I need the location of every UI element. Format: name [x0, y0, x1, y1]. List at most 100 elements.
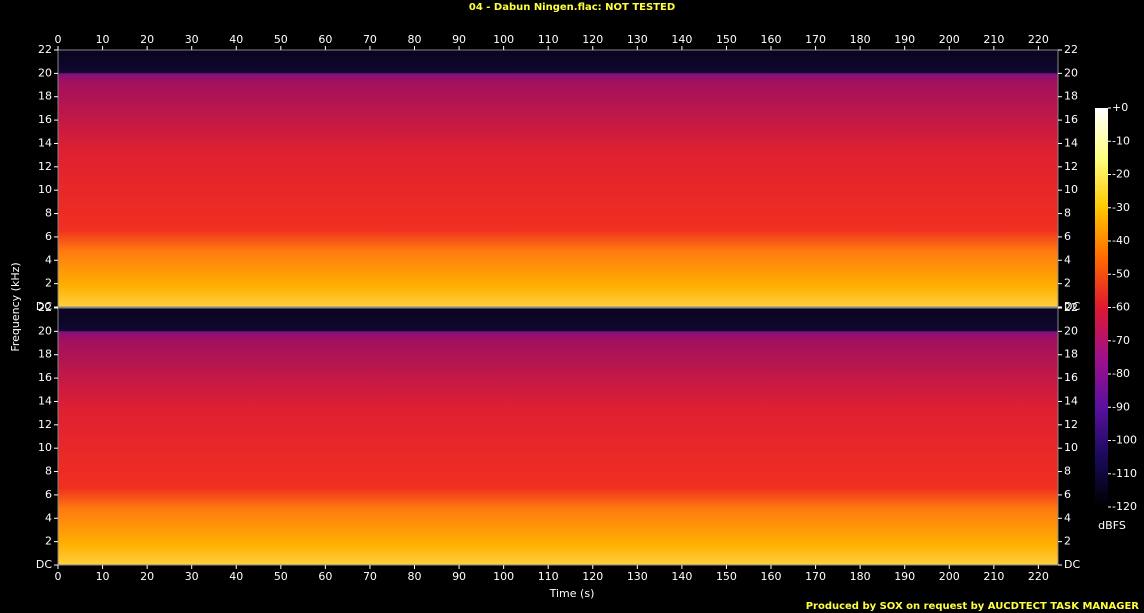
x-tick-label: 170 [805, 33, 826, 46]
colorbar [1095, 108, 1108, 507]
y-tick-label: 2 [45, 277, 52, 290]
chart-title: 04 - Dabun Ningen.flac: NOT TESTED [469, 2, 675, 13]
y-tick-label: 16 [38, 113, 52, 126]
x-tick-label: 100 [493, 570, 514, 583]
x-tick-label: 20 [140, 33, 154, 46]
y-tick-label: 12 [1064, 418, 1078, 431]
x-tick-label: 130 [627, 570, 648, 583]
y-axis-label: Frequency (kHz) [9, 262, 22, 351]
y-tick-label: 10 [1064, 441, 1078, 454]
y-tick-label: 4 [45, 511, 52, 524]
x-tick-label: 170 [805, 570, 826, 583]
y-tick-label: 20 [38, 324, 52, 337]
x-tick-label: 130 [627, 33, 648, 46]
y-tick-label: 6 [1064, 230, 1071, 243]
x-tick-label: 160 [761, 33, 782, 46]
x-tick-label: 140 [671, 570, 692, 583]
x-tick-label: 80 [408, 570, 422, 583]
y-tick-label: 14 [1064, 394, 1078, 407]
x-tick-label: 210 [983, 33, 1004, 46]
y-tick-label: 20 [1064, 324, 1078, 337]
x-tick-label: 0 [55, 570, 62, 583]
y-tick-label: 14 [1064, 136, 1078, 149]
y-tick-label: 10 [1064, 183, 1078, 196]
y-tick-label: DC [1064, 300, 1080, 313]
y-tick-label: 12 [38, 160, 52, 173]
y-tick-label: 6 [45, 488, 52, 501]
x-tick-label: 90 [452, 33, 466, 46]
x-tick-label: 50 [274, 33, 288, 46]
x-tick-label: 200 [939, 33, 960, 46]
y-tick-label: 6 [1064, 488, 1071, 501]
y-tick-label: 22 [1064, 43, 1078, 56]
y-tick-label: 6 [45, 230, 52, 243]
colorbar-tick-label: +0 [1112, 101, 1128, 114]
x-tick-label: 190 [894, 33, 915, 46]
y-tick-label: 4 [1064, 253, 1071, 266]
x-tick-label: 20 [140, 570, 154, 583]
y-tick-label: 2 [45, 535, 52, 548]
y-tick-label: 8 [45, 465, 52, 478]
y-tick-label: 18 [1064, 90, 1078, 103]
y-tick-label: DC [36, 300, 52, 313]
x-axis-label: Time (s) [549, 587, 595, 600]
x-tick-label: 10 [96, 570, 110, 583]
x-tick-label: 120 [582, 33, 603, 46]
y-tick-label: 16 [1064, 371, 1078, 384]
colorbar-tick-label: -80 [1112, 367, 1130, 380]
x-tick-label: 180 [850, 570, 871, 583]
y-tick-label: 10 [38, 441, 52, 454]
x-tick-label: 30 [185, 33, 199, 46]
x-tick-label: 150 [716, 33, 737, 46]
y-tick-label: 22 [1064, 301, 1078, 314]
x-tick-label: 0 [55, 33, 62, 46]
x-tick-label: 10 [96, 33, 110, 46]
x-tick-label: 70 [363, 33, 377, 46]
y-tick-label: 10 [38, 183, 52, 196]
x-tick-label: 40 [229, 33, 243, 46]
x-tick-label: 60 [318, 33, 332, 46]
y-tick-label: 20 [38, 66, 52, 79]
x-tick-label: 40 [229, 570, 243, 583]
y-tick-label: 16 [1064, 113, 1078, 126]
y-tick-label: 4 [1064, 511, 1071, 524]
colorbar-tick-label: -90 [1112, 400, 1130, 413]
y-tick-label: 8 [1064, 465, 1071, 478]
x-tick-label: 140 [671, 33, 692, 46]
frame [57, 49, 1059, 308]
x-tick-label: 180 [850, 33, 871, 46]
x-tick-label: 220 [1028, 570, 1049, 583]
y-tick-label: 8 [1064, 207, 1071, 220]
x-tick-label: 120 [582, 570, 603, 583]
y-tick-label: 8 [45, 207, 52, 220]
y-tick-label: 18 [38, 90, 52, 103]
colorbar-tick-label: -100 [1112, 434, 1137, 447]
spectrogram-panel [58, 308, 1058, 565]
x-tick-label: 100 [493, 33, 514, 46]
y-tick-label: DC [36, 558, 52, 571]
y-tick-label: 2 [1064, 535, 1071, 548]
y-tick-label: 20 [1064, 66, 1078, 79]
y-tick-label: 12 [1064, 160, 1078, 173]
y-tick-label: 4 [45, 253, 52, 266]
x-tick-label: 110 [538, 33, 559, 46]
colorbar-tick-label: -10 [1112, 134, 1130, 147]
x-tick-label: 210 [983, 570, 1004, 583]
frame [57, 307, 1059, 566]
colorbar-label: dBFS [1098, 519, 1126, 532]
colorbar-tick-label: -50 [1112, 267, 1130, 280]
colorbar-tick-label: -70 [1112, 334, 1130, 347]
colorbar-tick-label: -30 [1112, 201, 1130, 214]
colorbar-tick-label: -110 [1112, 467, 1137, 480]
x-tick-label: 150 [716, 570, 737, 583]
x-tick-label: 90 [452, 570, 466, 583]
colorbar-tick-label: -120 [1112, 500, 1137, 513]
y-tick-label: 22 [38, 43, 52, 56]
x-tick-label: 80 [408, 33, 422, 46]
colorbar-tick-label: -60 [1112, 301, 1130, 314]
x-tick-label: 70 [363, 570, 377, 583]
y-tick-label: 22 [38, 301, 52, 314]
spectrogram-panel [58, 50, 1058, 307]
x-tick-label: 190 [894, 570, 915, 583]
